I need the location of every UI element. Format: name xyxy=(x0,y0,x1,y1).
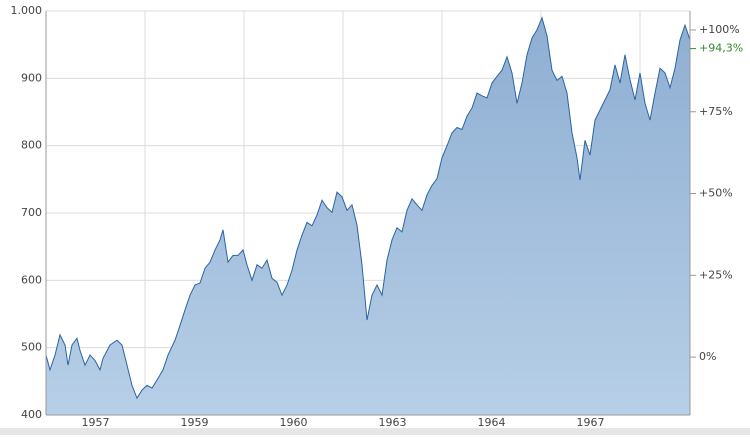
y2-tick-label: +25% xyxy=(699,268,733,281)
y2-tick-label: +50% xyxy=(699,187,733,200)
y-tick-label: 400 xyxy=(21,408,42,421)
y-tick-label: 600 xyxy=(21,273,42,286)
annotation-label: +94,3% xyxy=(699,42,743,55)
y-tick-label: 700 xyxy=(21,206,42,219)
y-tick-label: 1.000 xyxy=(11,4,43,17)
bottom-bar xyxy=(0,428,750,435)
area-line xyxy=(45,16,691,400)
x-tick-label: 1959 xyxy=(181,416,209,429)
area-fill xyxy=(46,17,690,415)
x-tick-label: 1963 xyxy=(379,416,407,429)
y-tick-label: 900 xyxy=(21,71,42,84)
y-tick-label: 500 xyxy=(21,341,42,354)
y2-tick-label: +100% xyxy=(699,23,740,36)
x-tick-label: 1960 xyxy=(280,416,308,429)
x-tick-label: 1957 xyxy=(82,416,110,429)
x-tick-label: 1964 xyxy=(478,416,506,429)
y2-tick-label: +75% xyxy=(699,105,733,118)
y-tick-label: 800 xyxy=(21,139,42,152)
x-tick-label: 1967 xyxy=(577,416,605,429)
y2-tick-label: 0% xyxy=(699,350,716,363)
